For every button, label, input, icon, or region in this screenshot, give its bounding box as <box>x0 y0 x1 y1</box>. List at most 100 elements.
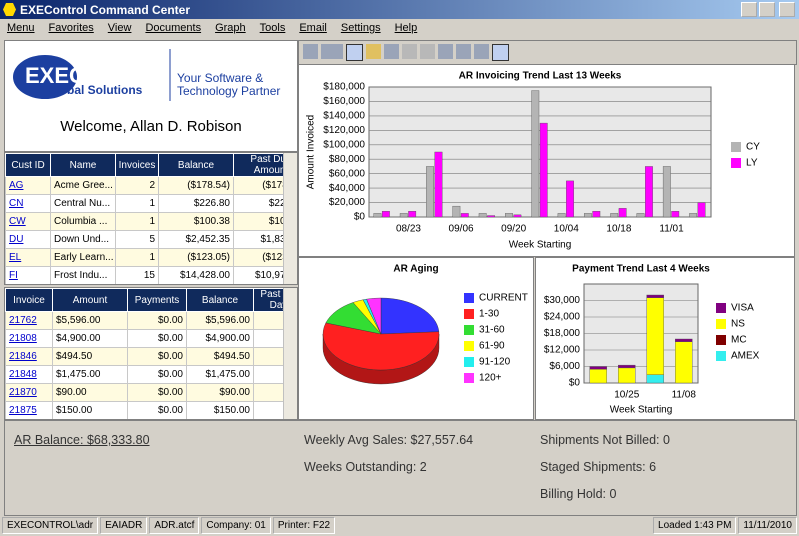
status-right: Loaded 1:43 PM11/11/2010 <box>651 516 797 534</box>
legend-swatch <box>464 325 474 335</box>
status-left: EXECONTROL\adrEAIADRADR.atcfCompany: 01P… <box>0 516 335 534</box>
scrollbar[interactable] <box>283 153 297 284</box>
payment-chart: $0$6,000$12,000$18,000$24,000$30,000Paym… <box>535 257 795 420</box>
toolbar-button[interactable] <box>492 44 509 61</box>
menu-item[interactable]: Tools <box>253 19 293 37</box>
menu-item[interactable]: Email <box>292 19 334 37</box>
table-row[interactable]: DUDown Und...5$2,452.35$1,830.71 <box>6 231 299 249</box>
chart-title: AR Aging <box>393 264 438 275</box>
record-link[interactable]: 21846 <box>9 351 37 362</box>
bar <box>698 203 705 217</box>
table-cell: 21846 <box>6 348 53 366</box>
toolbar-button[interactable] <box>474 44 489 59</box>
table-cell: $1,475.00 <box>187 366 254 384</box>
table-cell: $4,950.46 <box>234 285 299 286</box>
toolbar-button[interactable] <box>438 44 453 59</box>
bar <box>532 91 539 217</box>
menu-item[interactable]: View <box>101 19 139 37</box>
record-link[interactable]: AG <box>9 180 23 191</box>
table-cell: $4,950.46 <box>159 285 234 286</box>
x-tick-label: 08/23 <box>396 224 421 235</box>
menu-item[interactable]: Help <box>388 19 425 37</box>
table-cell: Frost Indu... <box>51 267 116 285</box>
toolbar-button[interactable] <box>384 44 399 59</box>
toolbar-button[interactable] <box>366 44 381 59</box>
table-cell: $0.00 <box>128 312 187 330</box>
legend-label: AMEX <box>731 351 760 362</box>
record-link[interactable]: CW <box>9 216 26 227</box>
bar <box>637 213 644 217</box>
bar <box>672 211 679 217</box>
table-cell: DU <box>6 231 51 249</box>
y-tick-label: $12,000 <box>544 345 581 356</box>
toolbar-buttons <box>299 41 796 64</box>
menu-item[interactable]: Settings <box>334 19 388 37</box>
table-row[interactable]: 21848$1,475.00$0.00$1,475.00 <box>6 366 299 384</box>
record-link[interactable]: 21870 <box>9 387 37 398</box>
y-tick-label: $80,000 <box>329 154 366 165</box>
y-tick-label: $20,000 <box>329 197 366 208</box>
record-link[interactable]: EL <box>9 252 21 263</box>
column-header: Invoices <box>116 154 159 177</box>
table-cell: $150.00 <box>53 402 128 420</box>
y-tick-label: $160,000 <box>323 96 365 107</box>
toolbar-button[interactable] <box>456 44 471 59</box>
table-row[interactable]: FOFree Order...6$4,950.46$4,950.46 <box>6 285 299 286</box>
legend-label: 1-30 <box>479 309 499 320</box>
bar-segment <box>647 375 664 383</box>
record-link[interactable]: 21875 <box>9 405 37 416</box>
toolbar-button[interactable] <box>321 44 343 59</box>
y-tick-label: $30,000 <box>544 295 581 306</box>
table-cell: 21870 <box>6 384 53 402</box>
menu-item[interactable]: Graph <box>208 19 253 37</box>
table-cell: Down Und... <box>51 231 116 249</box>
y-tick-label: $120,000 <box>323 125 365 136</box>
legend-label: 31-60 <box>479 325 505 336</box>
table-row[interactable]: 21846$494.50$0.00$494.50 <box>6 348 299 366</box>
record-link[interactable]: 21848 <box>9 369 37 380</box>
bar <box>645 166 652 217</box>
table-row[interactable]: CWColumbia ...1$100.38$100.38 <box>6 213 299 231</box>
menu-item[interactable]: Favorites <box>42 19 101 37</box>
logo-subtitle: Global Solutions <box>47 83 143 97</box>
header-row: Cust IDNameInvoicesBalancePast Due Amoun… <box>6 154 299 177</box>
status-cell: Loaded 1:43 PM <box>653 517 736 534</box>
table-row[interactable]: AGAcme Gree...2($178.54)($178.54) <box>6 177 299 195</box>
record-link[interactable]: CN <box>9 198 23 209</box>
toolbar-button[interactable] <box>420 44 435 59</box>
legend-label: LY <box>746 158 758 169</box>
y-tick-label: $24,000 <box>544 312 581 323</box>
table-cell: Early Learn... <box>51 249 116 267</box>
table-row[interactable]: 21808$4,900.00$0.00$4,900.00 <box>6 330 299 348</box>
table-cell: 1 <box>116 195 159 213</box>
toolbar-button[interactable] <box>402 44 417 59</box>
bar <box>461 213 468 217</box>
table-row[interactable]: 21870$90.00$0.00$90.00 <box>6 384 299 402</box>
menu-item[interactable]: Menu <box>0 19 42 37</box>
ar-balance[interactable]: AR Balance: $68,333.80 <box>14 433 150 447</box>
scrollbar[interactable] <box>283 288 297 419</box>
menu-item[interactable]: Documents <box>138 19 208 37</box>
table-cell: $4,900.00 <box>53 330 128 348</box>
table-row[interactable]: 21875$150.00$0.00$150.00 <box>6 402 299 420</box>
table-row[interactable]: FIFrost Indu...15$14,428.00$10,978.00 <box>6 267 299 285</box>
legend-swatch <box>731 142 741 152</box>
record-link[interactable]: 21808 <box>9 333 37 344</box>
column-header: Amount <box>53 289 128 312</box>
toolbar-button[interactable] <box>346 44 363 61</box>
bar <box>663 166 670 217</box>
record-link[interactable]: DU <box>9 234 23 245</box>
record-link[interactable]: FI <box>9 270 18 281</box>
table-row[interactable]: ELEarly Learn...1($123.05)($123.05) <box>6 249 299 267</box>
table-cell: 1 <box>116 213 159 231</box>
maximize-button[interactable] <box>759 2 775 17</box>
logo: EXEControl® Global Solutions Your Softwa… <box>5 41 297 151</box>
table-row[interactable]: CNCentral Nu...1$226.80$226.80 <box>6 195 299 213</box>
table-row[interactable]: 21762$5,596.00$0.00$5,596.00 <box>6 312 299 330</box>
customer-table-panel: Cust IDNameInvoicesBalancePast Due Amoun… <box>4 152 298 285</box>
toolbar-button[interactable] <box>303 44 318 59</box>
close-button[interactable] <box>779 2 795 17</box>
minimize-button[interactable] <box>741 2 757 17</box>
bar <box>487 216 494 217</box>
record-link[interactable]: 21762 <box>9 315 37 326</box>
